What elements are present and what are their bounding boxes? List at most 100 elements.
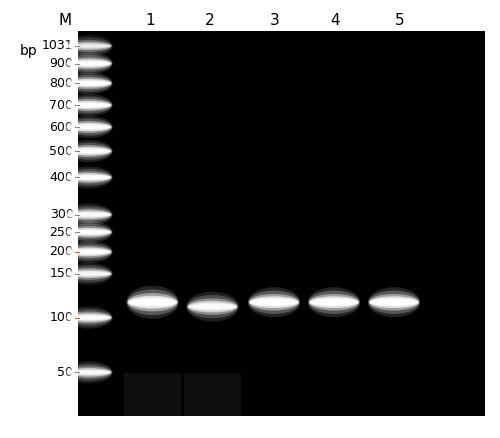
Ellipse shape <box>370 298 418 306</box>
Text: 700: 700 <box>50 99 74 112</box>
Ellipse shape <box>65 116 113 138</box>
Ellipse shape <box>66 243 112 261</box>
Ellipse shape <box>65 361 113 383</box>
Ellipse shape <box>65 241 113 263</box>
Ellipse shape <box>68 150 110 153</box>
Ellipse shape <box>66 55 112 72</box>
Ellipse shape <box>66 313 112 322</box>
Ellipse shape <box>66 79 112 88</box>
Text: bp: bp <box>20 44 38 58</box>
Ellipse shape <box>370 297 418 308</box>
Text: 4: 4 <box>330 13 340 28</box>
Ellipse shape <box>68 176 110 179</box>
Ellipse shape <box>67 230 111 235</box>
Ellipse shape <box>68 104 110 107</box>
Ellipse shape <box>66 223 112 241</box>
Ellipse shape <box>67 43 111 49</box>
Ellipse shape <box>66 246 112 258</box>
Ellipse shape <box>368 287 420 317</box>
Ellipse shape <box>66 368 112 377</box>
Ellipse shape <box>66 99 112 111</box>
Ellipse shape <box>66 42 112 50</box>
Ellipse shape <box>66 101 112 110</box>
Ellipse shape <box>66 142 112 160</box>
Ellipse shape <box>66 210 112 219</box>
Ellipse shape <box>65 307 113 328</box>
Ellipse shape <box>128 293 178 311</box>
Ellipse shape <box>66 59 112 68</box>
Text: 1: 1 <box>145 13 155 28</box>
Ellipse shape <box>65 204 113 226</box>
Text: 600: 600 <box>50 120 74 134</box>
Ellipse shape <box>68 371 110 374</box>
Ellipse shape <box>68 45 110 48</box>
Text: M: M <box>58 13 71 28</box>
Ellipse shape <box>66 77 112 89</box>
Ellipse shape <box>66 226 112 238</box>
Ellipse shape <box>67 81 111 86</box>
Ellipse shape <box>65 72 113 94</box>
Ellipse shape <box>310 297 358 308</box>
Ellipse shape <box>66 311 112 324</box>
Ellipse shape <box>248 290 300 314</box>
Ellipse shape <box>128 298 176 306</box>
Ellipse shape <box>66 123 112 131</box>
Ellipse shape <box>188 298 238 315</box>
Ellipse shape <box>65 221 113 243</box>
Text: 900: 900 <box>50 57 74 70</box>
Text: 5: 5 <box>395 13 405 28</box>
Text: 250: 250 <box>50 226 74 239</box>
Ellipse shape <box>127 290 178 315</box>
Ellipse shape <box>66 40 112 52</box>
Ellipse shape <box>66 247 112 256</box>
Ellipse shape <box>66 206 112 223</box>
Ellipse shape <box>66 228 112 237</box>
Ellipse shape <box>66 364 112 381</box>
Bar <box>184 373 241 416</box>
Ellipse shape <box>67 271 111 276</box>
Text: 800: 800 <box>50 77 74 90</box>
Ellipse shape <box>248 287 300 317</box>
Ellipse shape <box>128 296 177 309</box>
Ellipse shape <box>188 301 237 312</box>
Text: 3: 3 <box>270 13 280 28</box>
Ellipse shape <box>68 62 110 65</box>
Ellipse shape <box>65 140 113 162</box>
Ellipse shape <box>67 315 111 320</box>
Ellipse shape <box>189 304 236 309</box>
Ellipse shape <box>68 272 110 276</box>
Text: 100: 100 <box>50 311 74 324</box>
Ellipse shape <box>66 173 112 182</box>
Ellipse shape <box>65 35 113 57</box>
Text: 500: 500 <box>50 145 74 158</box>
Ellipse shape <box>66 208 112 221</box>
Ellipse shape <box>68 81 110 85</box>
Ellipse shape <box>308 287 360 317</box>
Text: 200: 200 <box>50 245 74 258</box>
Ellipse shape <box>370 300 418 304</box>
Ellipse shape <box>67 370 111 375</box>
Ellipse shape <box>66 265 112 283</box>
Ellipse shape <box>369 294 419 311</box>
Ellipse shape <box>66 96 112 114</box>
Ellipse shape <box>66 309 112 326</box>
Ellipse shape <box>66 74 112 92</box>
Ellipse shape <box>67 61 111 66</box>
Ellipse shape <box>66 169 112 186</box>
Ellipse shape <box>66 171 112 184</box>
Ellipse shape <box>66 268 112 280</box>
Ellipse shape <box>65 94 113 116</box>
Bar <box>78 31 485 416</box>
Ellipse shape <box>65 263 113 285</box>
Ellipse shape <box>65 53 113 74</box>
Ellipse shape <box>66 145 112 157</box>
Text: 50: 50 <box>58 366 74 379</box>
Ellipse shape <box>66 121 112 133</box>
Ellipse shape <box>67 175 111 180</box>
Ellipse shape <box>187 295 238 318</box>
Ellipse shape <box>129 300 176 304</box>
Ellipse shape <box>68 126 110 129</box>
Ellipse shape <box>250 297 298 308</box>
Ellipse shape <box>66 366 112 378</box>
Ellipse shape <box>250 298 298 306</box>
